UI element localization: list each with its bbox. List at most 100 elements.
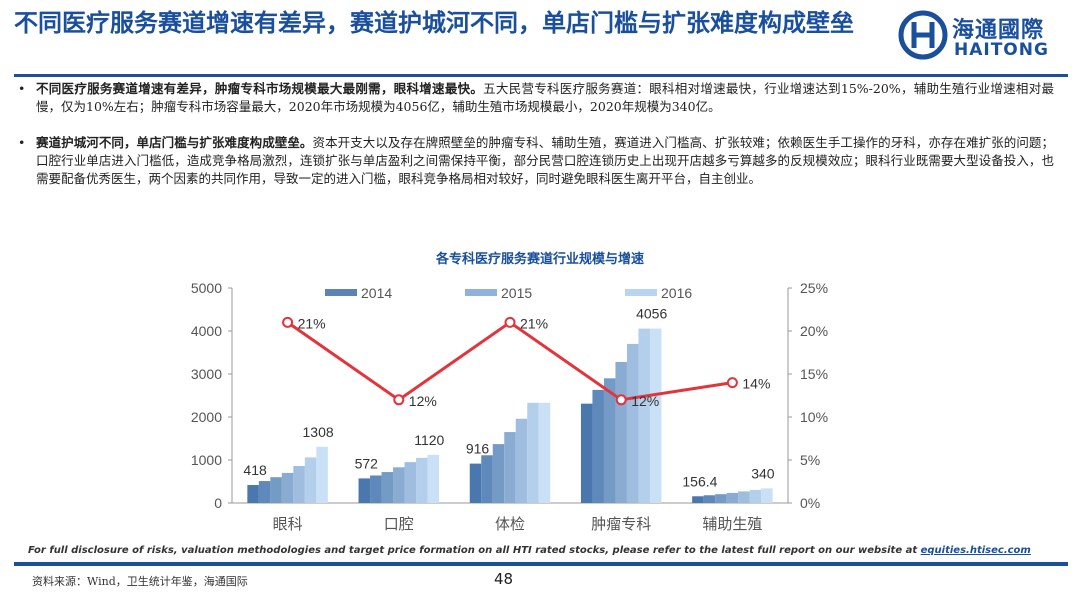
data-label: 418 [243, 462, 267, 478]
legend-label: 2016 [661, 285, 692, 301]
bar [492, 444, 505, 503]
right-tick-label: 25% [800, 280, 828, 296]
bar [527, 402, 539, 503]
right-tick-label: 5% [800, 452, 820, 468]
bar [603, 378, 616, 503]
haitong-logo: 海通國際 HAITONG [898, 10, 1068, 66]
category-label: 肿瘤专科 [591, 515, 651, 533]
data-label: 572 [355, 455, 379, 471]
left-tick-label: 0 [214, 495, 222, 511]
header-divider [14, 74, 1068, 77]
bar [247, 485, 259, 503]
logo-en-text: HAITONG [954, 40, 1049, 60]
category-label: 辅助生殖 [702, 515, 762, 533]
right-tick-label: 0% [800, 495, 820, 511]
bar [393, 467, 405, 503]
bullet-item-2: • 赛道护城河不同，单店门槛与扩张难度构成壁垒。资本开支大以及存在牌照壁垒的肿瘤… [14, 134, 1054, 188]
growth-label: 12% [409, 393, 437, 409]
bar [580, 403, 593, 503]
logo-cn-text: 海通國際 [952, 18, 1045, 43]
bar [427, 454, 440, 503]
bar [638, 328, 650, 503]
bar [381, 472, 394, 503]
growth-label: 21% [298, 315, 326, 331]
left-tick-label: 4000 [191, 323, 222, 339]
growth-point [726, 377, 738, 389]
haitong-emblem-icon [898, 10, 948, 60]
legend-label: 2015 [501, 285, 532, 301]
bar [726, 492, 739, 503]
bar [270, 477, 282, 503]
data-label: 916 [466, 441, 490, 457]
bar [761, 488, 773, 503]
page-number: 48 [494, 570, 514, 588]
left-tick-label: 1000 [191, 452, 222, 468]
bullet-2-body: 资本开支大以及存在牌照壁垒的肿瘤专科、辅助生殖，赛道进入门槛高、扩张较难；依赖医… [36, 135, 1054, 186]
growth-point [504, 316, 516, 328]
legend-label: 2014 [361, 285, 392, 301]
left-tick-label: 2000 [191, 409, 222, 425]
legend-swatch [465, 289, 497, 296]
bar [281, 472, 294, 503]
bar [649, 328, 662, 503]
bar [692, 496, 704, 503]
bullet-dot-icon: • [18, 81, 26, 96]
bar [615, 361, 627, 503]
left-tick-label: 5000 [191, 280, 222, 296]
data-label: 340 [751, 465, 775, 481]
disclaimer: For full disclosure of risks, valuation … [28, 545, 1031, 556]
bar [538, 402, 551, 503]
footer-divider [14, 562, 1068, 566]
category-label: 眼科 [273, 515, 303, 533]
bar [370, 475, 382, 503]
bullet-2-heading: 赛道护城河不同，单店门槛与扩张难度构成壁垒。 [36, 135, 313, 150]
bar [304, 457, 317, 503]
website-link[interactable]: equities.htisec.com [920, 545, 1031, 556]
bar [416, 457, 428, 503]
growth-point [615, 394, 627, 406]
disclaimer-text: For full disclosure of risks, valuation … [28, 545, 918, 556]
bullet-1-heading: 不同医疗服务赛道增速有差异，肿瘤专科市场规模最大最刚需，眼科增速最快。 [36, 81, 484, 96]
bar [515, 418, 528, 503]
data-label: 1120 [414, 432, 444, 448]
bar [316, 446, 328, 503]
bar [703, 495, 716, 503]
bullet-dot-icon: • [18, 135, 26, 150]
legend-swatch [625, 289, 657, 296]
page-title: 不同医疗服务赛道增速有差异，赛道护城河不同，单店门槛与扩张难度构成壁垒 [14, 9, 854, 37]
bar [715, 494, 727, 503]
bar [504, 432, 516, 503]
growth-label: 14% [742, 376, 770, 392]
data-label: 156.4 [682, 473, 717, 489]
data-label: 4056 [636, 306, 667, 322]
bar [749, 489, 762, 503]
bar [592, 389, 604, 503]
bullet-item-1: • 不同医疗服务赛道增速有差异，肿瘤专科市场规模最大最刚需，眼科增速最快。五大民… [14, 80, 1054, 116]
bar [404, 462, 417, 503]
growth-label: 21% [520, 315, 548, 331]
left-tick-label: 3000 [191, 366, 222, 382]
chart-title: 各专科医疗服务赛道行业规模与增速 [435, 252, 644, 267]
growth-label: 12% [631, 393, 659, 409]
bar [738, 491, 750, 503]
market-size-growth-chart: 0 1000 2000 3000 4000 5000 0% 5% 10% 15% 20% 25% 201… [191, 280, 828, 533]
bar [258, 481, 271, 503]
growth-line [286, 320, 733, 402]
right-tick-label: 20% [800, 323, 828, 339]
bar [293, 466, 305, 503]
category-label: 体检 [495, 515, 525, 533]
bar [481, 455, 493, 503]
bullet-1-body: 五大民营专科医疗服务赛道：眼科相对增速最快，行业增速达到15%-20%，辅助生殖… [36, 81, 1054, 114]
bar [469, 463, 482, 503]
data-source: 资料来源：Wind，卫生统计年鉴，海通国际 [32, 575, 248, 588]
legend-swatch [325, 289, 357, 296]
bullet-list: • 不同医疗服务赛道增速有差异，肿瘤专科市场规模最大最刚需，眼科增速最快。五大民… [14, 80, 1054, 206]
right-tick-label: 15% [800, 366, 828, 382]
category-label: 口腔 [384, 515, 414, 533]
right-tick-label: 10% [800, 409, 828, 425]
bar [626, 343, 639, 503]
data-label: 1308 [303, 424, 334, 440]
bar [358, 478, 371, 503]
growth-point [282, 316, 294, 328]
growth-point [393, 394, 405, 406]
